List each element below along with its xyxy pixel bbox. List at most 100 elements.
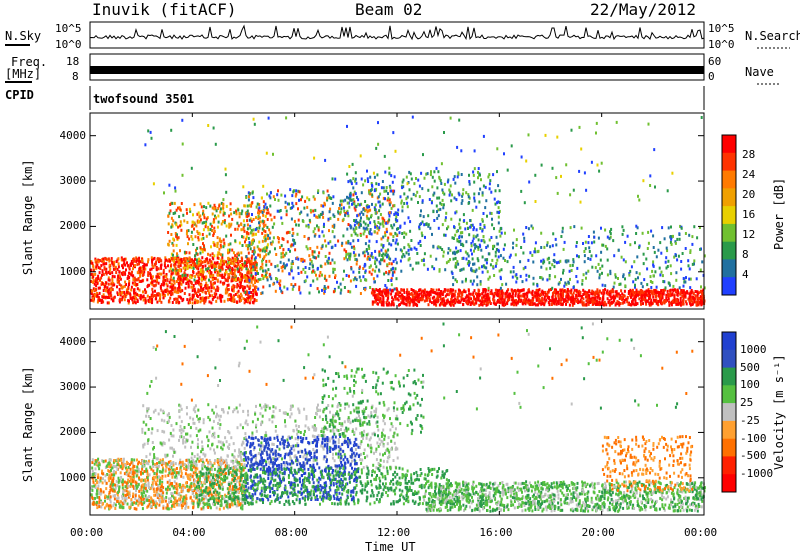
power-cell bbox=[433, 267, 436, 271]
power-cell bbox=[219, 243, 222, 247]
power-cell bbox=[205, 267, 208, 271]
power-cell bbox=[556, 261, 558, 265]
power-cell bbox=[353, 245, 355, 249]
power-cell bbox=[265, 246, 268, 250]
power-cell bbox=[105, 289, 107, 293]
power-cell bbox=[260, 209, 263, 213]
power-cell bbox=[364, 227, 367, 231]
power-cell bbox=[355, 262, 358, 266]
power-cell bbox=[637, 194, 639, 198]
power-cell bbox=[650, 298, 653, 302]
power-cell bbox=[575, 244, 578, 248]
power-cell bbox=[297, 272, 300, 275]
power-cell bbox=[561, 230, 564, 234]
power-cell bbox=[327, 217, 330, 221]
power-cell bbox=[447, 259, 450, 263]
power-cell bbox=[645, 299, 648, 303]
power-cell bbox=[417, 261, 420, 265]
power-cell bbox=[290, 217, 293, 221]
power-cell bbox=[460, 268, 463, 272]
power-cell bbox=[292, 190, 295, 194]
power-cell bbox=[609, 230, 612, 234]
power-cell bbox=[259, 220, 262, 224]
power-cell bbox=[497, 289, 500, 293]
power-cell bbox=[225, 190, 228, 194]
power-cell bbox=[131, 274, 134, 278]
power-cell bbox=[349, 179, 352, 183]
power-cell bbox=[336, 280, 338, 284]
power-cell bbox=[488, 173, 491, 177]
power-cell bbox=[585, 188, 588, 192]
power-cell bbox=[649, 301, 652, 305]
power-cell bbox=[418, 195, 421, 199]
power-cell bbox=[246, 284, 249, 288]
power-cell bbox=[284, 194, 287, 198]
power-cell bbox=[693, 300, 696, 304]
power-cell bbox=[572, 260, 575, 264]
power-cell bbox=[582, 297, 585, 301]
power-cell bbox=[600, 302, 603, 306]
power-cell bbox=[176, 277, 179, 281]
power-cell bbox=[242, 275, 245, 279]
power-cell bbox=[631, 290, 634, 294]
power-cell bbox=[617, 292, 620, 296]
power-cell bbox=[124, 263, 127, 267]
power-cell bbox=[210, 301, 213, 305]
power-cell bbox=[566, 290, 569, 294]
power-cell bbox=[588, 300, 591, 304]
power-cell bbox=[680, 267, 683, 271]
power-cell bbox=[174, 256, 177, 260]
power-cell bbox=[221, 253, 224, 257]
power-cell bbox=[132, 257, 135, 261]
power-cell bbox=[699, 247, 702, 251]
power-cell bbox=[382, 224, 385, 228]
power-cell bbox=[606, 273, 609, 277]
power-cell bbox=[690, 296, 693, 300]
power-cell bbox=[645, 302, 648, 306]
power-cell bbox=[289, 206, 292, 210]
power-cell bbox=[490, 190, 493, 194]
power-cell bbox=[354, 171, 357, 175]
power-cell bbox=[397, 213, 399, 216]
power-cell bbox=[615, 120, 618, 124]
power-cell bbox=[213, 226, 216, 230]
power-cell bbox=[391, 180, 394, 184]
power-cell bbox=[191, 295, 194, 299]
velocity-cell bbox=[114, 486, 117, 490]
power-cell bbox=[639, 290, 642, 294]
power-cell bbox=[561, 226, 564, 230]
power-cell bbox=[253, 266, 256, 270]
power-cell bbox=[395, 238, 398, 242]
power-cell bbox=[201, 275, 204, 279]
power-cell bbox=[596, 290, 599, 294]
power-cell bbox=[700, 116, 703, 119]
power-cell bbox=[192, 266, 195, 270]
power-cell bbox=[535, 291, 538, 295]
power-cell bbox=[483, 240, 486, 244]
power-cell bbox=[240, 280, 242, 284]
power-cell bbox=[695, 277, 698, 281]
power-cell bbox=[352, 251, 355, 255]
power-cell bbox=[363, 254, 366, 258]
power-cell bbox=[381, 202, 384, 206]
velocity-cell bbox=[187, 458, 190, 462]
power-cell bbox=[348, 165, 351, 168]
power-cell bbox=[678, 237, 681, 241]
power-cell bbox=[577, 294, 580, 298]
power-cell bbox=[209, 269, 211, 273]
power-cell bbox=[220, 259, 222, 263]
power-cell bbox=[369, 228, 372, 231]
power-cell bbox=[224, 173, 227, 177]
power-cell bbox=[541, 277, 544, 281]
power-cell bbox=[407, 243, 410, 247]
power-cell bbox=[489, 179, 492, 183]
power-cell bbox=[170, 216, 173, 220]
power-cell bbox=[147, 258, 150, 262]
power-cell bbox=[267, 234, 270, 238]
power-cell bbox=[313, 256, 316, 260]
power-cell bbox=[167, 231, 170, 234]
power-cell bbox=[656, 290, 659, 294]
power-cell bbox=[636, 226, 639, 230]
power-cell bbox=[268, 272, 271, 276]
power-cell bbox=[699, 289, 702, 293]
